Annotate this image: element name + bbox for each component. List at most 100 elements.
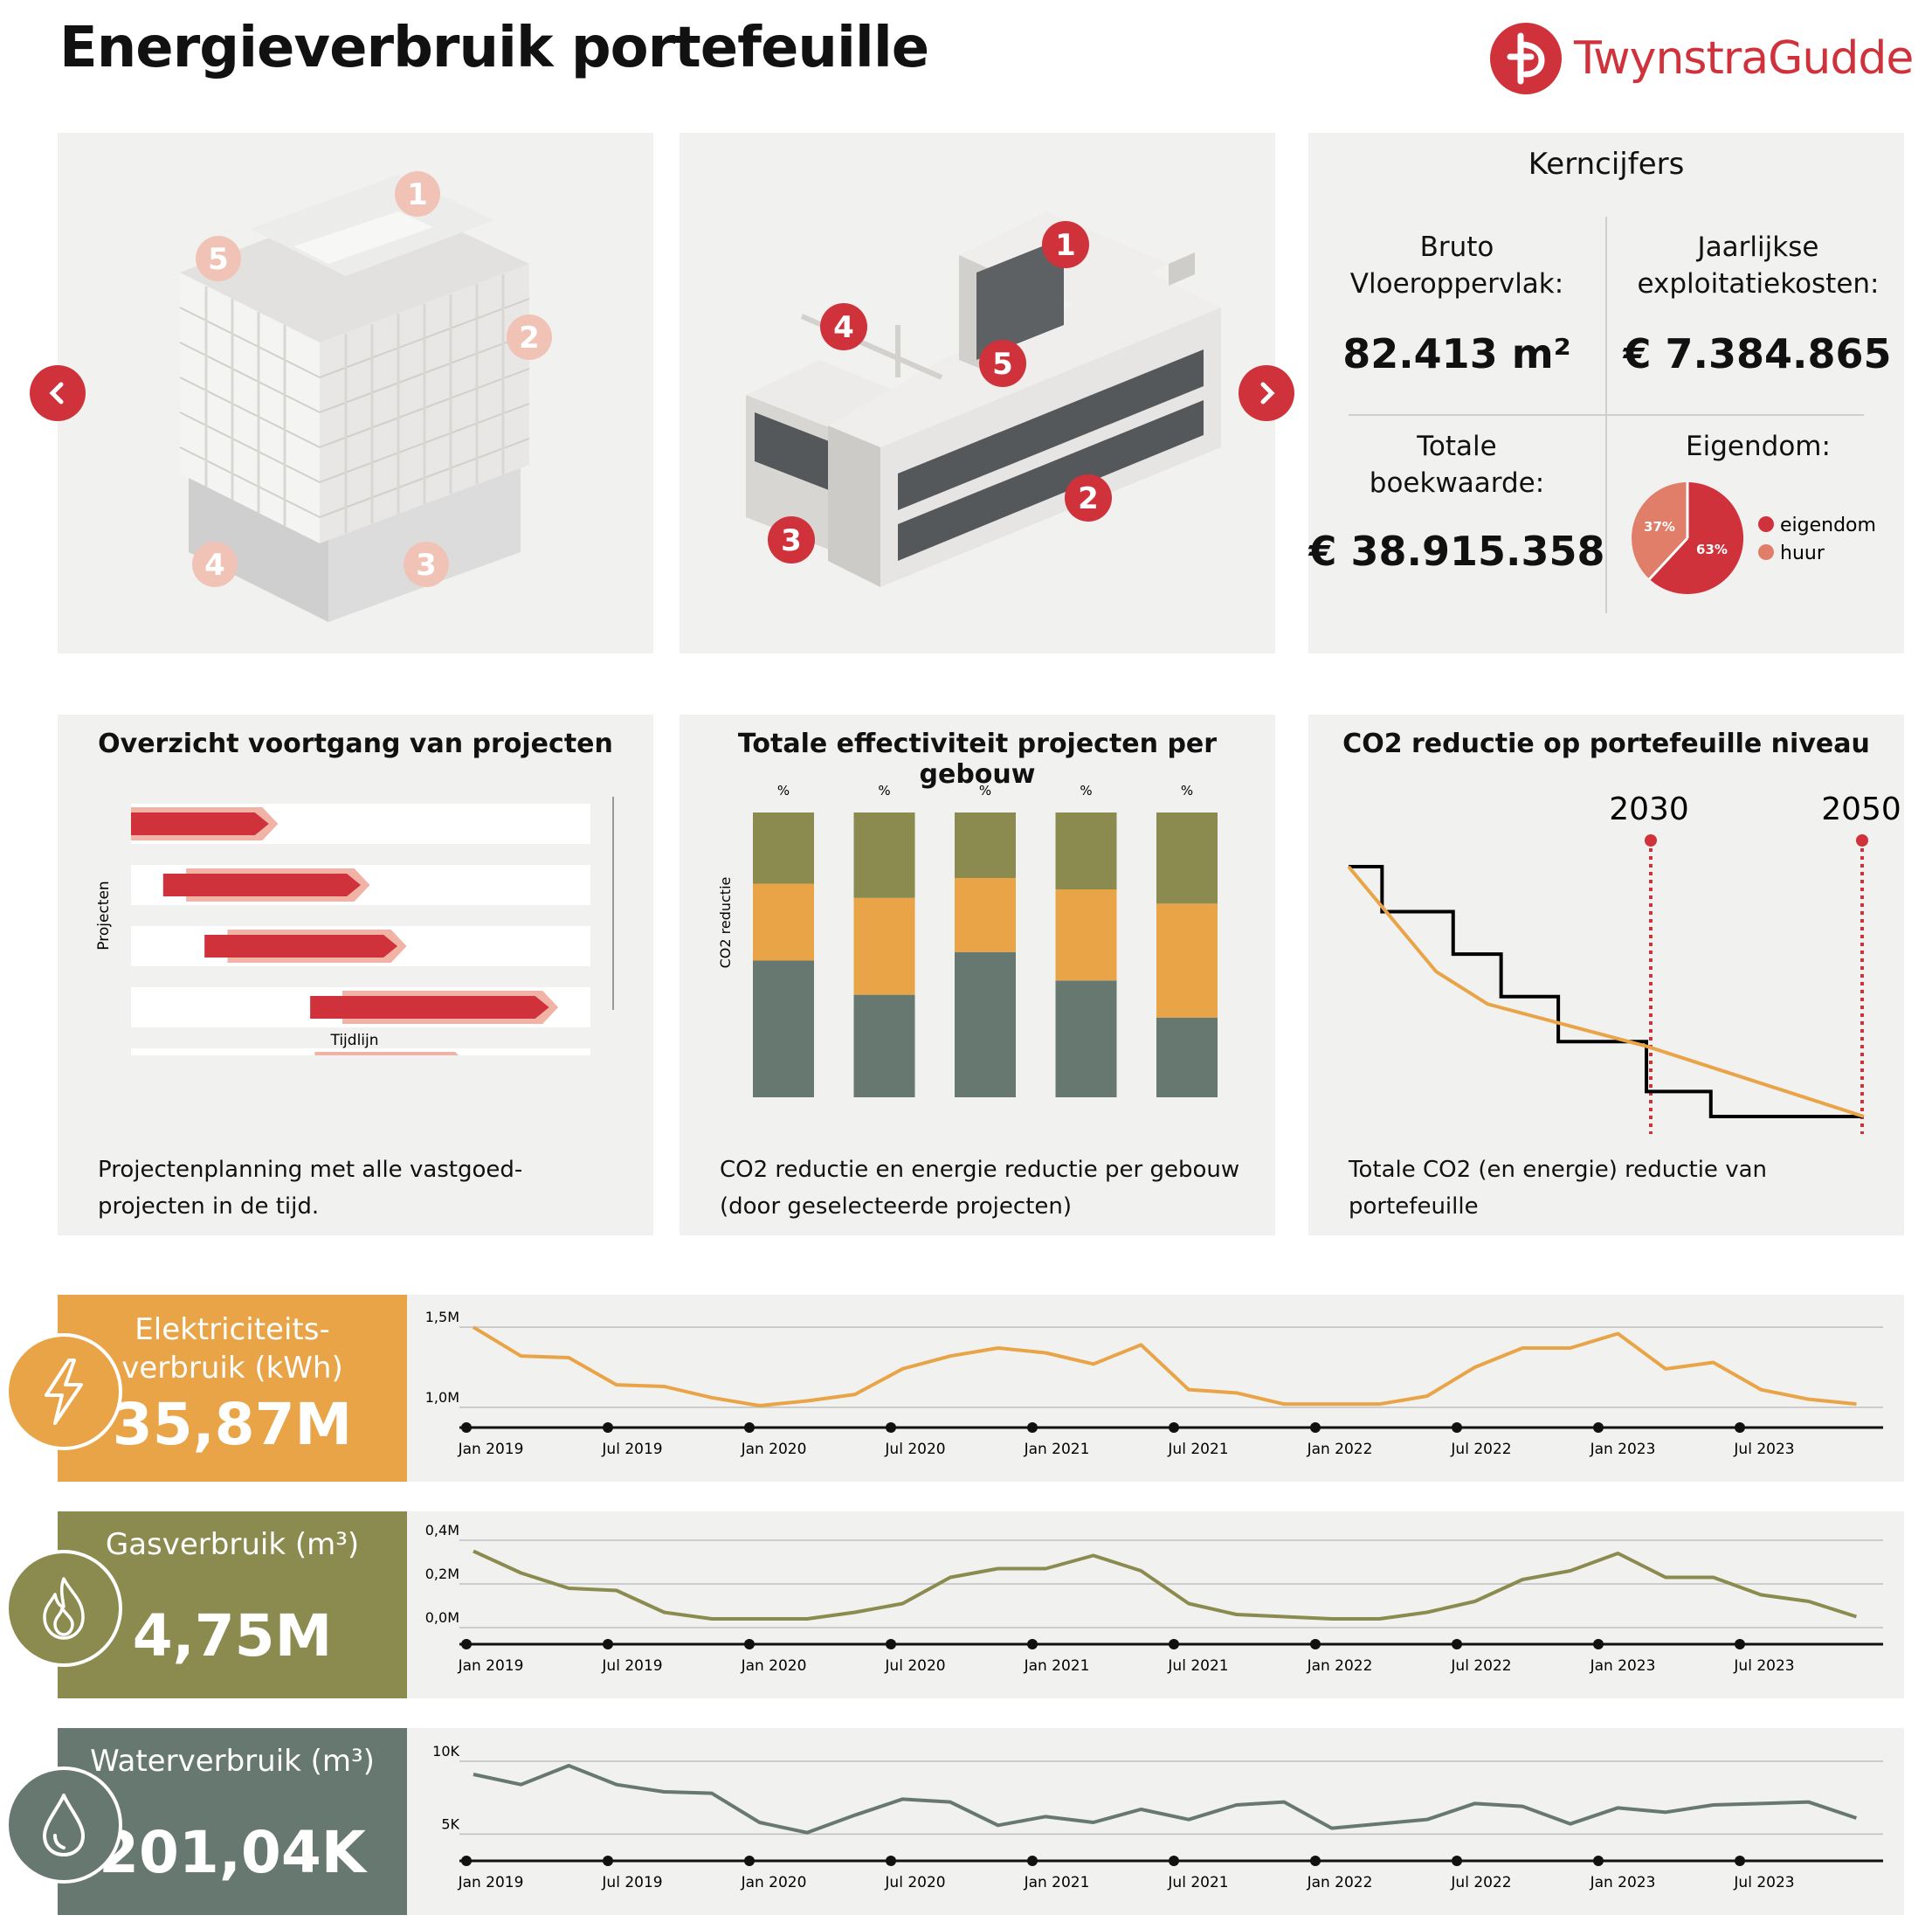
water-line-chart: 5K 10K Jan 2019 Jul 2019 Jan 2020 Jul 2020 Jan… xyxy=(432,1743,1883,1891)
co2-panel: CO2 reductie op portefeuille niveau 2030… xyxy=(1308,715,1904,1235)
x-tick-dot xyxy=(1310,1856,1321,1866)
pie-label-eigendom: 63% xyxy=(1696,542,1728,557)
x-tick-label: Jul 2022 xyxy=(1450,1874,1511,1891)
project-bar-actual xyxy=(162,874,361,896)
effectiveness-caption-1: CO2 reductie en energie reductie per geb… xyxy=(720,1157,1240,1183)
x-tick-label: Jan 2023 xyxy=(1590,1441,1656,1458)
projects-caption-2: projecten in de tijd. xyxy=(98,1193,320,1220)
effectiveness-bar-segment xyxy=(753,812,814,884)
marker-b-1: 1 xyxy=(1055,228,1076,263)
brand-mark-icon xyxy=(1490,23,1562,94)
marker-b-4: 4 xyxy=(833,310,854,345)
co2-title: CO2 reductie op portefeuille niveau xyxy=(1342,729,1870,759)
effectiveness-bar-segment xyxy=(1156,812,1218,904)
co2-year-2050: 2050 xyxy=(1821,792,1901,827)
prev-button[interactable] xyxy=(30,365,86,421)
x-tick-label: Jul 2019 xyxy=(601,1441,662,1458)
gas-value: 4,75M xyxy=(132,1602,333,1670)
projects-panel: Overzicht voortgang van projecten Projec… xyxy=(58,715,653,1235)
x-tick-dot xyxy=(1027,1422,1038,1433)
x-tick-label: Jul 2019 xyxy=(601,1657,662,1675)
x-tick-dot xyxy=(1169,1639,1179,1649)
x-tick-label: Jan 2023 xyxy=(1590,1874,1656,1891)
chevron-right-icon xyxy=(1260,382,1275,404)
pie-slice-eigendom xyxy=(1649,482,1744,594)
kerncijfers-title: Kerncijfers xyxy=(1528,147,1685,182)
projects-title: Overzicht voortgang van projecten xyxy=(98,729,613,759)
effectiveness-bar-segment xyxy=(753,960,814,1097)
x-tick-label: Jul 2023 xyxy=(1733,1441,1794,1458)
x-tick-label: Jul 2021 xyxy=(1167,1874,1228,1891)
effectiveness-bar-segment xyxy=(1055,812,1117,890)
co2-caption-2: portefeuille xyxy=(1349,1193,1479,1220)
x-tick-dot xyxy=(886,1856,896,1866)
x-tick-label: Jul 2021 xyxy=(1167,1657,1228,1675)
x-tick-dot xyxy=(1735,1856,1745,1866)
water-series-line xyxy=(473,1764,1858,1835)
x-tick-dot xyxy=(1735,1639,1745,1649)
x-tick-dot xyxy=(886,1639,896,1649)
marker-a-4: 4 xyxy=(204,548,225,583)
marker-a-5: 5 xyxy=(208,242,229,277)
x-tick-dot xyxy=(1452,1856,1462,1866)
x-tick-dot xyxy=(1593,1639,1604,1649)
effectiveness-caption-2: (door geselecteerde projecten) xyxy=(720,1193,1073,1220)
effectiveness-bar-segment xyxy=(853,994,915,1097)
y-tick-label: 1,5M xyxy=(425,1309,459,1325)
projects-ylabel: Projecten xyxy=(95,881,113,950)
y-tick-label: 0,4M xyxy=(425,1522,459,1538)
gas-line-chart: 0,0M 0,2M 0,4M Jan 2019 Jul 2019 Jan 2020 Jul … xyxy=(425,1522,1883,1675)
kerncijfers-panel: Kerncijfers Bruto Vloeroppervlak: 82.413… xyxy=(1308,133,1904,653)
building-b-illustration: 1 2 3 4 5 xyxy=(746,211,1221,587)
gas-series-line xyxy=(473,1549,1858,1621)
marker-a-1: 1 xyxy=(407,177,428,212)
divider-horizontal xyxy=(1349,414,1864,416)
project-bar-actual xyxy=(310,996,549,1019)
effectiveness-chart: CO2 reductie %%%%% xyxy=(717,783,1218,1097)
x-tick-label: Jan 2020 xyxy=(741,1874,807,1891)
water-label: Waterverbruik (m³) xyxy=(90,1744,375,1779)
x-tick-label: Jan 2021 xyxy=(1024,1874,1090,1891)
effectiveness-bar-segment xyxy=(753,883,814,961)
brand-logo[interactable]: TwynstraGudde xyxy=(1490,23,1914,94)
marker-b-3: 3 xyxy=(781,523,802,558)
building-panel-a: 1 2 3 4 5 xyxy=(58,133,653,653)
gas-chart-panel xyxy=(407,1511,1904,1698)
co2-chart: 2030 2050 xyxy=(1347,792,1901,1134)
effectiveness-bar-label: % xyxy=(1181,783,1193,799)
x-tick-dot xyxy=(1169,1856,1179,1866)
pie-slice-huur xyxy=(1632,482,1687,579)
projects-xlabel: Tijdlijn xyxy=(329,1032,378,1049)
x-tick-dot xyxy=(1735,1422,1745,1433)
y-tick-label: 1,0M xyxy=(425,1389,459,1406)
marker-a-2: 2 xyxy=(519,321,540,356)
water-chart-panel xyxy=(407,1728,1904,1915)
flame-icon xyxy=(5,1550,122,1667)
x-tick-dot xyxy=(1310,1639,1321,1649)
co2-trend-line xyxy=(1347,865,1865,1118)
y-tick-label: 10K xyxy=(432,1743,459,1760)
x-tick-label: Jul 2022 xyxy=(1450,1657,1511,1675)
page-title: Energieverbruik portefeuille xyxy=(59,16,929,80)
kosten-value: € 7.384.865 xyxy=(1623,330,1892,377)
water-value: 201,04K xyxy=(99,1819,366,1886)
project-bar-actual xyxy=(131,812,269,835)
x-tick-dot xyxy=(1310,1422,1321,1433)
legend-huur: huur xyxy=(1780,543,1825,564)
x-tick-label: Jan 2020 xyxy=(741,1441,807,1458)
effectiveness-bar-segment xyxy=(1055,889,1117,981)
marker-b-2: 2 xyxy=(1078,481,1099,516)
x-tick-dot xyxy=(603,1422,613,1433)
water-drop-icon xyxy=(5,1767,122,1884)
boekwaarde-label: Totale boekwaarde: xyxy=(1369,431,1545,499)
effectiveness-bar-label: % xyxy=(777,783,790,799)
legend-dot-eigendom xyxy=(1758,516,1774,532)
electricity-series-line xyxy=(472,1325,1857,1407)
pie-label-huur: 37% xyxy=(1644,519,1675,535)
x-tick-dot xyxy=(886,1422,896,1433)
x-tick-label: Jul 2021 xyxy=(1167,1441,1228,1458)
eigendom-label: Eigendom: xyxy=(1686,431,1831,462)
effectiveness-bar-label: % xyxy=(1080,783,1092,799)
next-button[interactable] xyxy=(1239,365,1294,421)
co2-year-2030: 2030 xyxy=(1609,792,1689,827)
